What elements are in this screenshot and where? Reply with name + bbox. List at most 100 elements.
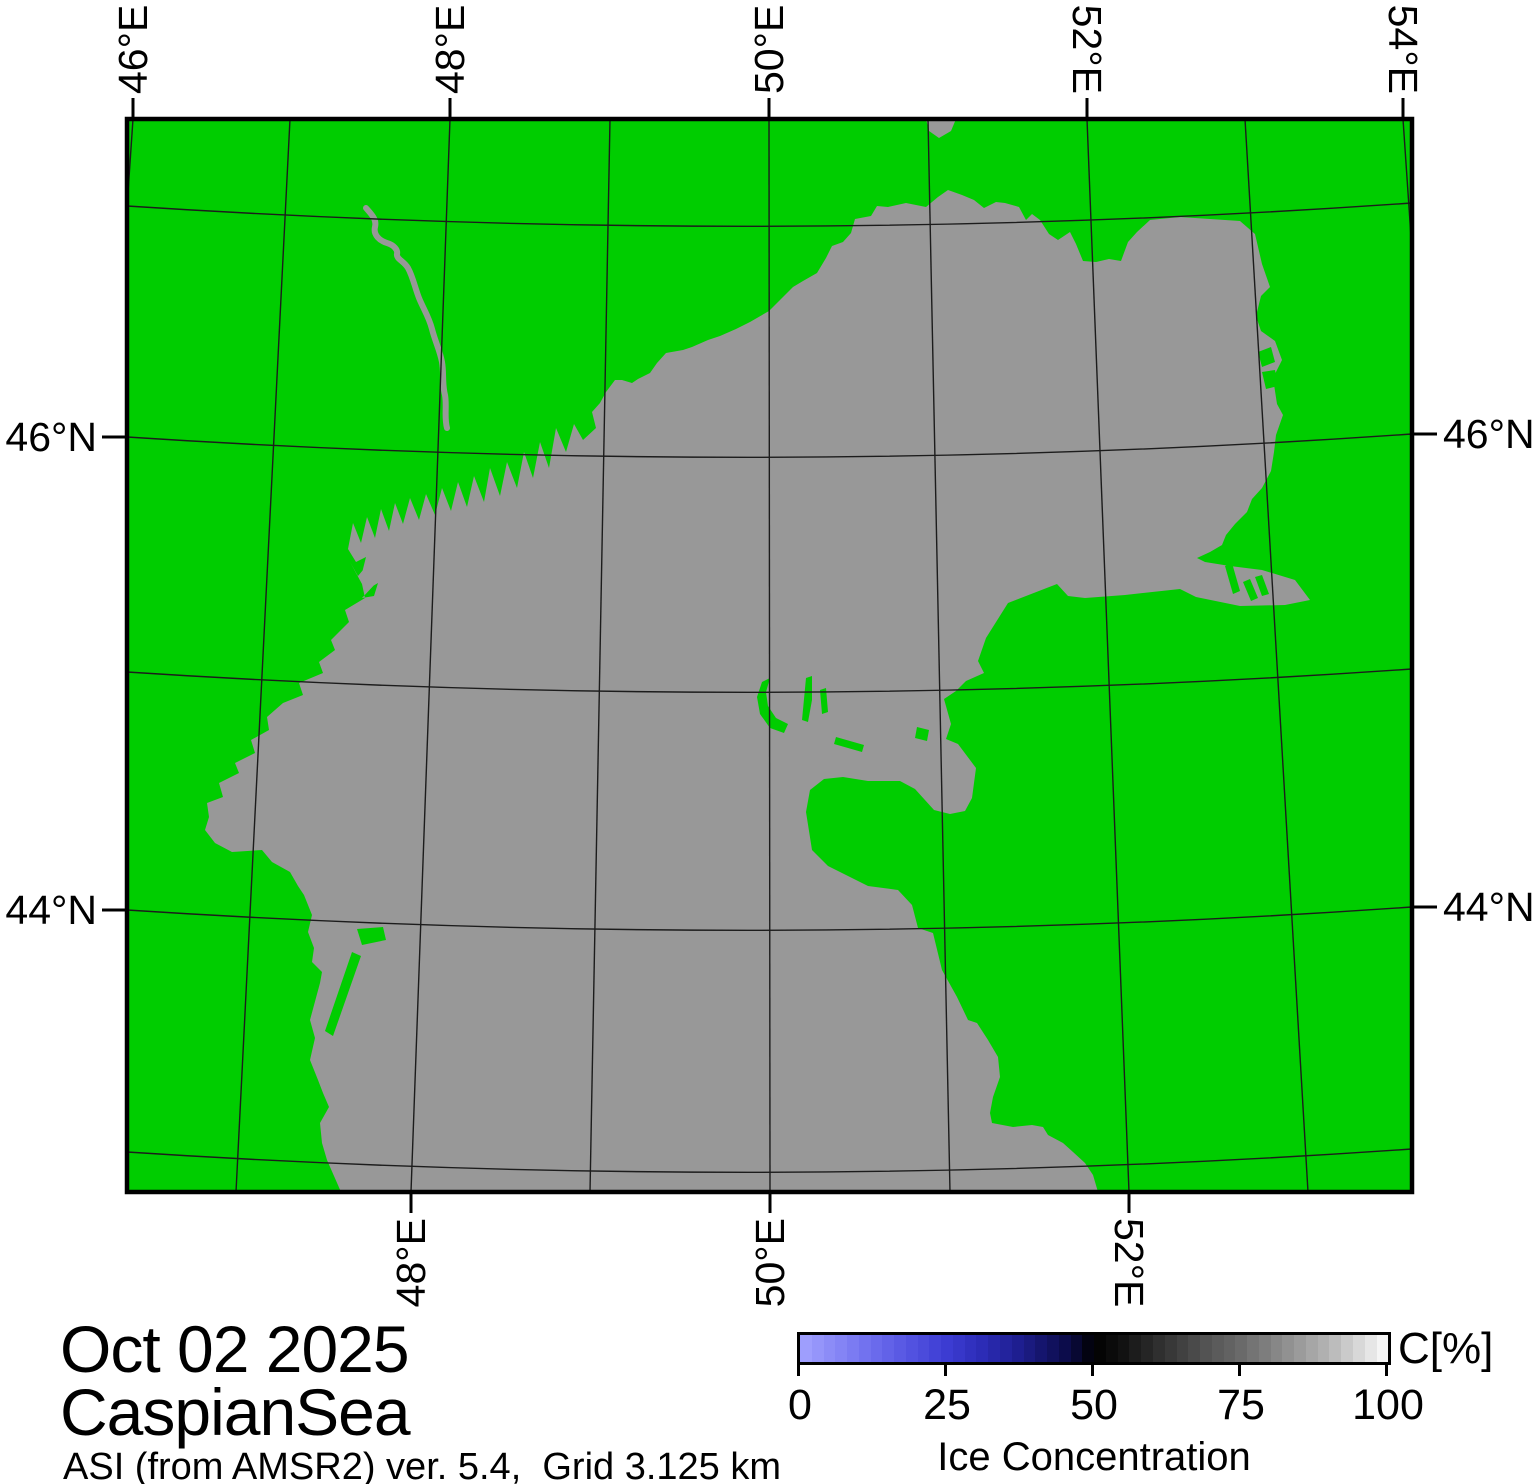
axis-label-bottom: 48°E bbox=[388, 1218, 434, 1307]
colorbar-gradient bbox=[800, 1335, 1389, 1362]
north-water-patch bbox=[926, 119, 956, 138]
colorbar-step bbox=[1211, 1335, 1224, 1362]
gridline-parallel bbox=[127, 906, 1412, 931]
colorbar-step bbox=[1035, 1335, 1048, 1362]
colorbar-step bbox=[858, 1335, 871, 1362]
volga-river bbox=[363, 205, 450, 431]
colorbar-step bbox=[1058, 1335, 1071, 1362]
colorbar-step bbox=[976, 1335, 989, 1362]
axis-label-top: 48°E bbox=[427, 5, 473, 94]
colorbar-tick bbox=[1385, 1362, 1388, 1376]
colorbar-ticks bbox=[797, 1362, 1391, 1378]
colorbar-step bbox=[964, 1335, 977, 1362]
colorbar-step bbox=[1364, 1335, 1377, 1362]
colorbar-step bbox=[1188, 1335, 1201, 1362]
colorbar-step bbox=[1200, 1335, 1212, 1362]
colorbar-step bbox=[1258, 1335, 1271, 1362]
colorbar-step bbox=[1082, 1335, 1095, 1362]
colorbar-step bbox=[1152, 1335, 1165, 1362]
inlet-sliver bbox=[1255, 575, 1269, 596]
colorbar-step bbox=[1305, 1335, 1318, 1362]
colorbar-step bbox=[1270, 1335, 1283, 1362]
map-date: Oct 02 2025 bbox=[60, 1312, 410, 1386]
colorbar-step bbox=[1176, 1335, 1189, 1362]
gridline-meridian bbox=[1244, 119, 1309, 1192]
colorbar-step bbox=[1341, 1335, 1353, 1362]
gridline-meridian bbox=[1086, 119, 1130, 1192]
axis-label-top: 52°E bbox=[1064, 5, 1110, 94]
axis-label-top: 46°E bbox=[110, 5, 156, 94]
island-northeast bbox=[1258, 347, 1275, 367]
inlet-sliver bbox=[1243, 579, 1258, 601]
map-canvas bbox=[127, 119, 1412, 1192]
axis-label-right: 46°N bbox=[1443, 411, 1534, 457]
gridline-parallel bbox=[127, 1148, 1412, 1173]
gridline-meridian bbox=[127, 119, 134, 218]
colorbar-step bbox=[1235, 1335, 1248, 1362]
colorbar-step bbox=[1376, 1335, 1389, 1362]
gridline-parallel bbox=[127, 668, 1412, 693]
axis-label-top: 54°E bbox=[1380, 5, 1426, 94]
colorbar-step bbox=[1105, 1335, 1118, 1362]
colorbar-step bbox=[929, 1335, 942, 1362]
colorbar-step bbox=[800, 1335, 812, 1362]
colorbar-tick-label: 50 bbox=[1070, 1381, 1118, 1429]
algorithm-subtitle: ASI (from AMSR2) ver. 5.4, Grid 3.125 km bbox=[63, 1446, 782, 1484]
colorbar-step bbox=[811, 1335, 824, 1362]
colorbar-unit-label: C[%] bbox=[1398, 1324, 1494, 1373]
gridline-parallel bbox=[127, 433, 1412, 458]
inlet-sliver bbox=[1225, 563, 1240, 594]
colorbar-step bbox=[823, 1335, 836, 1362]
colorbar-tick-label: 75 bbox=[1217, 1381, 1265, 1429]
colorbar-step bbox=[917, 1335, 930, 1362]
colorbar-step bbox=[1094, 1335, 1106, 1362]
colorbar-tick bbox=[1238, 1362, 1241, 1376]
colorbar-step bbox=[988, 1335, 1001, 1362]
island-northeast bbox=[1262, 370, 1278, 389]
island-sliver bbox=[834, 737, 864, 752]
colorbar-step bbox=[1023, 1335, 1036, 1362]
colorbar-step bbox=[1129, 1335, 1142, 1362]
colorbar-step bbox=[941, 1335, 953, 1362]
colorbar-step bbox=[870, 1335, 883, 1362]
spit-west bbox=[325, 952, 361, 1036]
colorbar-tick bbox=[944, 1362, 947, 1376]
colorbar-step bbox=[1317, 1335, 1330, 1362]
colorbar-tick-label: 0 bbox=[788, 1381, 812, 1429]
colorbar-step bbox=[1164, 1335, 1177, 1362]
colorbar-step bbox=[1117, 1335, 1130, 1362]
colorbar-step bbox=[1294, 1335, 1306, 1362]
colorbar-caption: Ice Concentration bbox=[937, 1435, 1251, 1479]
colorbar bbox=[797, 1332, 1391, 1365]
graticule bbox=[127, 119, 1412, 1192]
colorbar-step bbox=[905, 1335, 918, 1362]
colorbar-step bbox=[1352, 1335, 1365, 1362]
colorbar-tick-label: 25 bbox=[923, 1381, 971, 1429]
gridline-meridian bbox=[235, 119, 291, 1192]
island-sliver bbox=[802, 676, 812, 722]
gridline-meridian bbox=[589, 119, 611, 1192]
sea-region bbox=[205, 190, 1310, 1192]
gridline-parallel bbox=[127, 202, 1412, 227]
island-sliver bbox=[820, 688, 828, 714]
gridline-meridian bbox=[927, 119, 951, 1192]
colorbar-tick-label: 100 bbox=[1352, 1381, 1424, 1429]
colorbar-step bbox=[1070, 1335, 1083, 1362]
colorbar-step bbox=[1223, 1335, 1236, 1362]
axis-label-left: 46°N bbox=[5, 414, 97, 460]
axis-label-left: 44°N bbox=[5, 887, 97, 933]
colorbar-tick bbox=[797, 1362, 800, 1376]
colorbar-step bbox=[847, 1335, 859, 1362]
colorbar-step bbox=[1329, 1335, 1342, 1362]
map-region-title: CaspianSea bbox=[60, 1375, 411, 1449]
colorbar-step bbox=[1282, 1335, 1295, 1362]
axis-labels: 46°E 48°E 50°E 52°E 54°E 48°E 50°E 52°E 46°N 44°N… bbox=[5, 5, 1534, 1308]
axis-label-bottom: 52°E bbox=[1106, 1218, 1152, 1307]
colorbar-step bbox=[952, 1335, 965, 1362]
island-sliver bbox=[915, 727, 929, 741]
gridline-meridian bbox=[410, 119, 451, 1192]
axis-label-top: 50°E bbox=[746, 5, 792, 94]
colorbar-step bbox=[1047, 1335, 1059, 1362]
gridline-meridian bbox=[768, 119, 771, 1192]
